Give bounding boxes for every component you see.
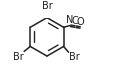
Text: Br: Br bbox=[42, 1, 52, 11]
Text: N: N bbox=[66, 15, 73, 25]
Text: Br: Br bbox=[13, 52, 24, 62]
Text: O: O bbox=[77, 17, 84, 27]
Text: Br: Br bbox=[69, 52, 79, 62]
Text: C: C bbox=[72, 16, 78, 26]
